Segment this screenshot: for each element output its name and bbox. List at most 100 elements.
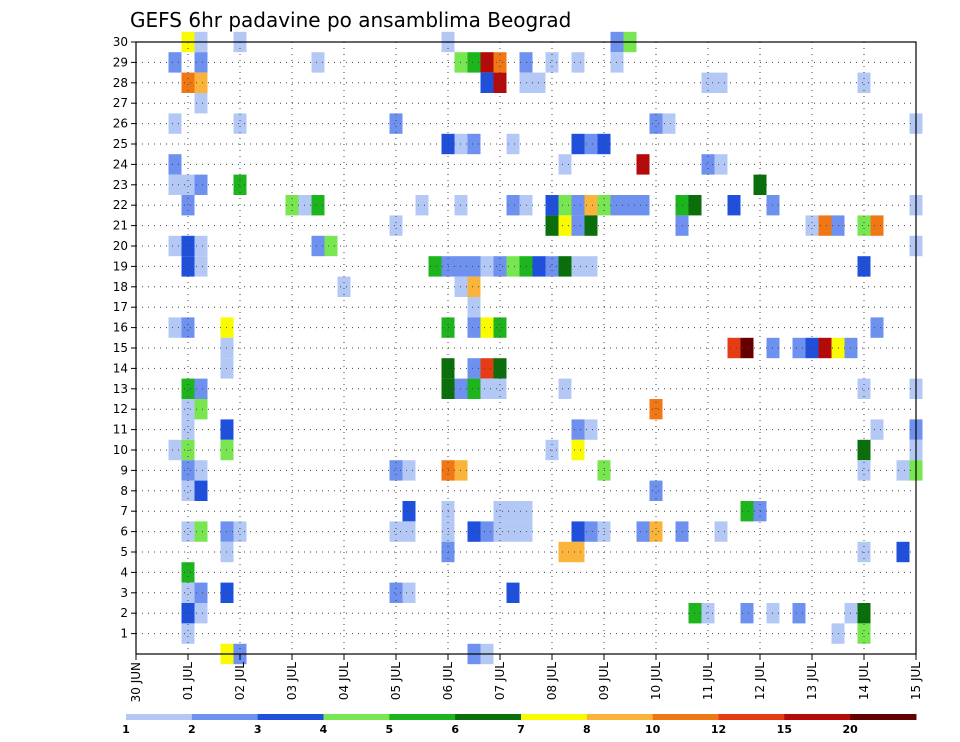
heatmap-cell	[467, 521, 481, 542]
heatmap-cell	[194, 93, 208, 114]
colorbar-swatch	[126, 714, 193, 720]
heatmap-cell	[493, 72, 507, 93]
colorbar-label: 5	[386, 723, 394, 736]
x-tick-label: 02 JUL	[233, 662, 247, 700]
y-tick-label: 23	[113, 178, 128, 192]
heatmap-cell	[571, 541, 585, 563]
heatmap-cell	[389, 460, 403, 481]
heatmap-cell	[857, 215, 871, 236]
heatmap-cell	[480, 317, 494, 338]
heatmap-cell	[402, 460, 416, 481]
x-tick-label: 30 JUN	[129, 662, 143, 702]
heatmap-cell	[168, 174, 182, 195]
heatmap-cell	[311, 52, 325, 73]
heatmap-cell	[324, 235, 338, 257]
heatmap-cell	[558, 215, 572, 236]
heatmap-cell	[428, 256, 442, 277]
y-tick-label: 6	[120, 525, 128, 539]
heatmap-cell	[506, 133, 520, 155]
heatmap-cell	[168, 113, 182, 134]
heatmap-cell	[584, 256, 598, 277]
heatmap-cell	[896, 541, 910, 563]
heatmap-cell	[584, 195, 598, 216]
heatmap-cell	[480, 358, 494, 379]
heatmap-cell	[467, 297, 481, 318]
y-tick-label: 18	[113, 280, 128, 294]
heatmap-cell	[506, 521, 520, 542]
colorbar-label: 4	[320, 723, 328, 736]
heatmap-cell	[389, 521, 403, 542]
heatmap-cell	[467, 133, 481, 155]
heatmap-cell	[857, 623, 871, 644]
heatmap-cell	[480, 256, 494, 277]
heatmap-cell	[389, 215, 403, 236]
y-tick-label: 8	[120, 484, 128, 498]
heatmap-cell	[857, 256, 871, 277]
y-tick-label: 25	[113, 137, 128, 151]
heatmap-cell	[623, 195, 637, 216]
x-tick-label: 10 JUL	[649, 662, 663, 700]
colorbar-label: 1	[122, 723, 130, 736]
heatmap-cell	[181, 603, 195, 624]
colorbar-label: 6	[451, 723, 459, 736]
heatmap-cell	[415, 195, 429, 216]
heatmap-cell	[506, 501, 520, 522]
heatmap-cell	[194, 52, 208, 73]
heatmap-cell	[701, 72, 715, 93]
heatmap-cell	[545, 215, 559, 236]
y-tick-label: 11	[113, 423, 128, 437]
heatmap-cell	[194, 235, 208, 257]
colorbar-swatch	[718, 714, 785, 720]
heatmap-cell	[636, 521, 650, 542]
heatmap-cell	[571, 52, 585, 73]
heatmap-cell	[181, 174, 195, 195]
heatmap-cell	[181, 399, 195, 420]
colorbar-label: 15	[777, 723, 792, 736]
y-tick-label: 2	[120, 606, 128, 620]
heatmap-cell	[506, 256, 520, 277]
heatmap-cell	[818, 215, 832, 236]
x-tick-label: 11 JUL	[701, 662, 715, 700]
heatmap-cell	[857, 603, 871, 624]
colorbar-label: 20	[843, 723, 859, 736]
heatmap-cell	[181, 256, 195, 277]
heatmap-cell	[493, 256, 507, 277]
y-tick-label: 5	[120, 545, 128, 559]
y-tick-label: 10	[113, 443, 128, 457]
heatmap-cell	[467, 378, 481, 399]
y-tick-label: 22	[113, 198, 128, 212]
heatmap-cell	[480, 72, 494, 93]
heatmap-cell	[558, 378, 572, 399]
heatmap-cell	[194, 174, 208, 195]
x-tick-label: 06 JUL	[441, 662, 455, 700]
heatmap-cell	[194, 399, 208, 420]
heatmap-cell	[506, 582, 520, 603]
y-tick-label: 15	[113, 341, 128, 355]
heatmap-cell	[168, 52, 182, 73]
colorbar-swatch	[850, 714, 917, 720]
colorbar: 1 2 3 4 5 6 7 8 10 12 15 20	[122, 714, 917, 736]
heatmap-cell	[194, 603, 208, 624]
heatmap-cell	[311, 195, 325, 216]
heatmap-cell	[194, 480, 208, 501]
heatmap-cell	[389, 582, 403, 603]
y-tick-label: 3	[120, 586, 128, 600]
heatmap-cell	[818, 337, 832, 359]
heatmap-cell	[649, 399, 663, 420]
heatmap-cell	[168, 235, 182, 257]
chart-title: GEFS 6hr padavine po ansamblima Beograd	[130, 8, 571, 32]
y-tick-label: 29	[113, 55, 128, 69]
heatmap-cell	[571, 215, 585, 236]
y-tick-label: 30	[113, 35, 128, 49]
x-tick-label: 15 JUL	[909, 662, 923, 700]
heatmap-cell	[181, 195, 195, 216]
colorbar-label: 3	[254, 723, 262, 736]
heatmap-cell	[571, 195, 585, 216]
heatmap-cell	[714, 154, 728, 175]
heatmap-cell	[857, 378, 871, 399]
heatmap-cell	[233, 113, 247, 134]
heatmap-cell	[571, 419, 585, 440]
x-tick-label: 09 JUL	[597, 662, 611, 700]
y-tick-label: 24	[113, 157, 128, 171]
